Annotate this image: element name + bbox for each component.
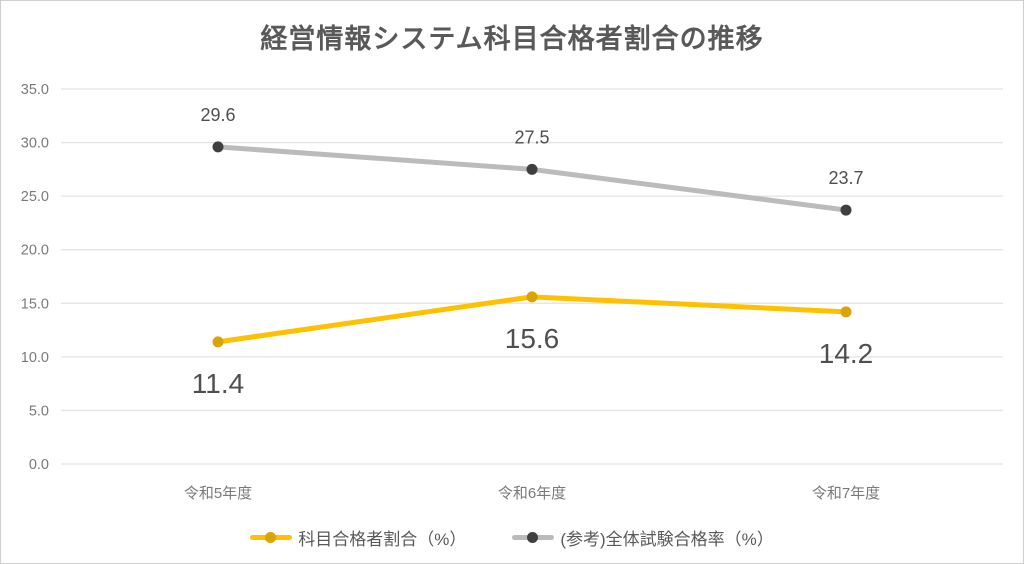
series-marker: [840, 204, 852, 216]
y-tick-label: 0.0: [29, 457, 49, 473]
y-tick-label: 35.0: [21, 82, 49, 98]
y-tick-label: 20.0: [21, 243, 49, 259]
chart-legend: 科目合格者割合（%） (参考)全体試験合格率（%）: [1, 525, 1023, 550]
y-tick-label: 10.0: [21, 350, 49, 366]
y-tick-label: 30.0: [21, 136, 49, 152]
series-data-label: 29.6: [200, 105, 235, 125]
series-marker: [526, 163, 538, 175]
series-marker: [212, 141, 224, 153]
series-marker: [840, 306, 852, 318]
series-line: [215, 144, 849, 213]
x-category-label: 令和7年度: [812, 485, 880, 502]
legend-line-marker-swatch: [512, 531, 555, 544]
series-marker: [212, 336, 224, 348]
y-tick-label: 15.0: [21, 296, 49, 312]
x-category-label: 令和6年度: [498, 485, 566, 502]
legend-item: 科目合格者割合（%）: [250, 525, 466, 550]
legend-label: (参考)全体試験合格率（%）: [560, 530, 774, 549]
y-tick-label: 5.0: [29, 403, 49, 419]
legend-line-marker-swatch: [250, 531, 293, 544]
series-data-label: 11.4: [192, 368, 244, 399]
y-tick-label: 25.0: [21, 189, 49, 205]
legend-item: (参考)全体試験合格率（%）: [512, 525, 774, 550]
legend-label: 科目合格者割合（%）: [298, 530, 467, 549]
series-data-label: 27.5: [514, 127, 549, 147]
chart-title: 経営情報システム科目合格者割合の推移: [260, 24, 764, 54]
series-data-label: 23.7: [828, 168, 863, 188]
x-category-label: 令和5年度: [184, 485, 252, 502]
series-data-label: 14.2: [819, 338, 874, 369]
series-marker: [526, 291, 538, 303]
series-data-label: 15.6: [505, 323, 560, 354]
plot-area: 0.0 5.0 10.0 15.0 20.0 25.0 30.0 35.0 令和5年度 令和6年度…: [21, 82, 1003, 502]
